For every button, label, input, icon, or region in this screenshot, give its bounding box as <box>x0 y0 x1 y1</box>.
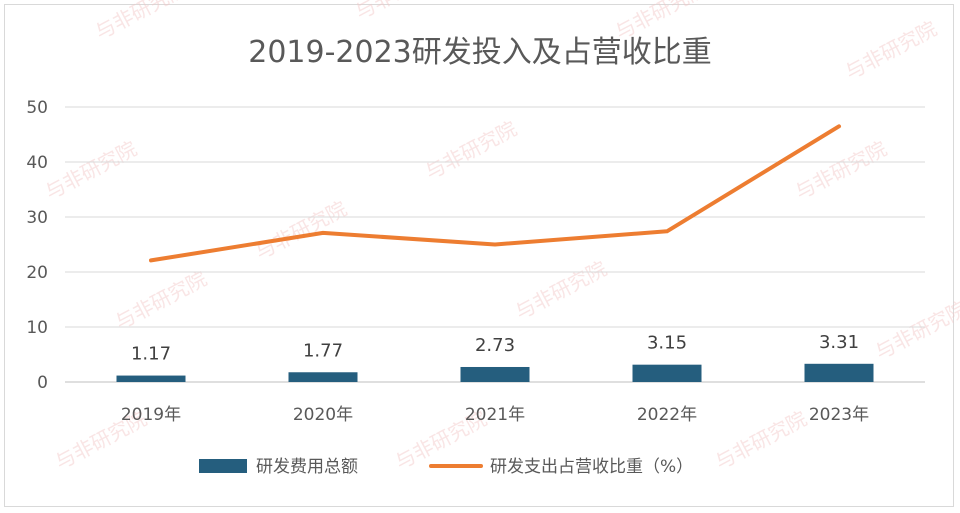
watermark-text: 与非研究院 <box>711 406 811 474</box>
legend-label: 研发支出占营收比重（%） <box>490 457 693 477</box>
x-tick-label: 2019年 <box>121 405 181 425</box>
bar <box>116 375 186 382</box>
bar <box>460 366 530 382</box>
watermark-text: 与非研究院 <box>351 0 451 24</box>
legend-label: 研发费用总额 <box>256 457 358 477</box>
watermark-text: 与非研究院 <box>421 116 521 184</box>
x-tick-label: 2020年 <box>293 405 353 425</box>
bar-data-label: 2.73 <box>475 335 515 356</box>
y-axis-ticks: 0 10 20 30 40 50 <box>26 98 48 393</box>
y-tick-label: 30 <box>26 208 48 228</box>
chart-title: 2019-2023研发投入及占营收比重 <box>248 35 712 70</box>
bar-data-labels: 1.17 1.77 2.73 3.15 3.31 <box>131 332 859 365</box>
line-series <box>149 124 841 263</box>
bar <box>288 372 358 382</box>
bar-data-label: 3.15 <box>647 333 687 354</box>
x-tick-label: 2021年 <box>465 405 525 425</box>
bar-series <box>116 363 874 382</box>
watermark-text: 与非研究院 <box>41 136 141 204</box>
bar-data-label: 3.31 <box>819 332 859 353</box>
y-tick-label: 10 <box>26 318 48 338</box>
watermark-text: 与非研究院 <box>111 266 211 334</box>
watermark-text: 与非研究院 <box>871 296 960 364</box>
y-tick-label: 50 <box>26 98 48 118</box>
chart-frame <box>4 4 954 507</box>
watermark-text: 与非研究院 <box>841 16 941 84</box>
x-tick-label: 2023年 <box>809 405 869 425</box>
bar <box>804 363 874 382</box>
legend-swatch-bar <box>199 459 247 473</box>
y-tick-label: 0 <box>37 373 48 393</box>
x-axis-ticks: 2019年 2020年 2021年 2022年 2023年 <box>121 405 869 425</box>
bar-data-label: 1.17 <box>131 344 171 365</box>
bar-data-label: 1.77 <box>303 340 343 361</box>
watermark-text: 与非研究院 <box>251 196 351 264</box>
y-tick-label: 20 <box>26 263 48 283</box>
legend: 研发费用总额 研发支出占营收比重（%） <box>199 457 693 477</box>
x-tick-label: 2022年 <box>637 405 697 425</box>
bar <box>632 364 702 382</box>
y-tick-label: 40 <box>26 153 48 173</box>
watermark-text: 与非研究院 <box>91 0 191 44</box>
watermark-text: 与非研究院 <box>511 256 611 324</box>
